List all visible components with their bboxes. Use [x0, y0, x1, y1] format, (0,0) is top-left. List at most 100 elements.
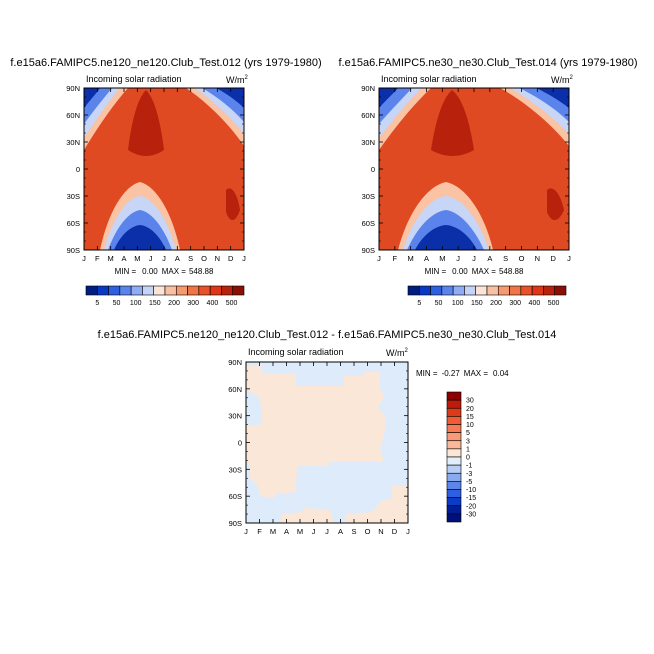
- y-tick-label: 90S: [362, 246, 375, 255]
- colorbar-label: -10: [466, 487, 476, 494]
- x-tick-label: J: [377, 254, 381, 263]
- y-tick-label: 30S: [67, 192, 80, 201]
- panel-a-units-base: W/m: [226, 75, 245, 85]
- colorbar-swatch: [164, 285, 177, 296]
- x-tick-label: M: [108, 254, 114, 263]
- colorbar-swatch: [85, 285, 98, 296]
- colorbar-swatch: [509, 285, 522, 296]
- panel-b-colorbar: 5 50 100 150 200 300 400 500: [407, 285, 567, 307]
- colorbar-label: 100: [130, 300, 142, 307]
- x-tick-label: S: [351, 527, 356, 536]
- x-tick-label: N: [378, 527, 383, 536]
- y-tick-label: 0: [371, 165, 375, 174]
- panel-b-title: f.e15a6.FAMIPC5.ne30_ne30.Club_Test.014 …: [338, 57, 637, 69]
- field-band-deep: [84, 88, 100, 108]
- colorbar-label: 300: [509, 300, 521, 307]
- colorbar-swatch: [446, 440, 462, 450]
- x-tick-label: J: [149, 254, 153, 263]
- colorbar-label: 1: [466, 446, 470, 453]
- colorbar-label: 300: [187, 300, 199, 307]
- colorbar-label: 150: [149, 300, 161, 307]
- x-tick-label: M: [297, 527, 303, 536]
- colorbar-swatch: [407, 285, 420, 296]
- colorbar-swatch: [130, 285, 143, 296]
- field-negative-patch: [392, 362, 408, 418]
- x-tick-label: J: [567, 254, 571, 263]
- x-tick-label: A: [338, 527, 343, 536]
- x-tick-label: D: [392, 527, 398, 536]
- panel-b-min: 0.00: [452, 267, 468, 276]
- y-tick-label: 90S: [229, 519, 242, 528]
- x-tick-label: A: [424, 254, 429, 263]
- y-tick-label: 30N: [361, 138, 375, 147]
- colorbar-swatch: [520, 285, 533, 296]
- colorbar-swatch: [446, 407, 462, 417]
- colorbar-label: -1: [466, 463, 472, 470]
- panel-a: f.e15a6.FAMIPC5.ne120_ne120.Club_Test.01…: [10, 57, 321, 307]
- x-tick-label: S: [188, 254, 193, 263]
- x-tick-label: M: [270, 527, 276, 536]
- colorbar-swatch: [441, 285, 454, 296]
- y-tick-label: 30N: [66, 138, 80, 147]
- x-tick-label: J: [406, 527, 410, 536]
- colorbar-label: 10: [466, 422, 474, 429]
- x-tick-label: O: [519, 254, 525, 263]
- colorbar-swatch: [531, 285, 544, 296]
- panel-b-subtitle: Incoming solar radiation: [381, 74, 477, 84]
- colorbar-label: 0: [466, 455, 470, 462]
- x-tick-label: M: [134, 254, 140, 263]
- x-tick-label: O: [365, 527, 371, 536]
- panel-a-subtitle: Incoming solar radiation: [86, 74, 182, 84]
- panel-c-units: W/m2: [386, 348, 409, 358]
- panel-b-max: 548.88: [499, 267, 524, 276]
- field-max: [431, 90, 474, 156]
- colorbar-swatch: [446, 391, 462, 401]
- x-tick-label: J: [472, 254, 476, 263]
- colorbar-swatch: [446, 456, 462, 466]
- y-tick-label: 60S: [362, 219, 375, 228]
- y-tick-label: 30S: [362, 192, 375, 201]
- colorbar-label: 20: [466, 406, 474, 413]
- colorbar-swatch: [554, 285, 567, 296]
- y-tick-label: 60N: [361, 111, 375, 120]
- field-band-deep: [536, 88, 569, 108]
- colorbar-swatch: [108, 285, 121, 296]
- y-tick-label: 90N: [66, 84, 80, 93]
- colorbar-swatch: [96, 285, 109, 296]
- colorbar-label: -20: [466, 503, 476, 510]
- colorbar-swatch: [446, 497, 462, 507]
- y-tick-label: 90N: [361, 84, 375, 93]
- x-tick-label: F: [257, 527, 262, 536]
- x-tick-label: S: [503, 254, 508, 263]
- colorbar-label: -5: [466, 479, 472, 486]
- colorbar-swatch: [446, 448, 462, 458]
- panel-b-stats: MIN = 0.00 MAX = 548.88: [425, 267, 524, 276]
- colorbar-label: 150: [471, 300, 483, 307]
- colorbar-swatch: [446, 505, 462, 515]
- colorbar-label: 3: [466, 438, 470, 445]
- panel-b: f.e15a6.FAMIPC5.ne30_ne30.Club_Test.014 …: [338, 57, 637, 307]
- colorbar-swatch: [497, 285, 510, 296]
- field-max: [128, 90, 164, 156]
- x-tick-label: J: [325, 527, 329, 536]
- x-tick-label: D: [228, 254, 234, 263]
- x-tick-label: D: [550, 254, 556, 263]
- x-tick-label: J: [456, 254, 460, 263]
- field-positive: [246, 366, 386, 498]
- colorbar-label: -3: [466, 471, 472, 478]
- colorbar-swatch: [486, 285, 499, 296]
- colorbar-swatch: [418, 285, 431, 296]
- panel-a-max: 548.88: [189, 267, 214, 276]
- colorbar-swatch: [446, 416, 462, 425]
- colorbar-label: 500: [548, 300, 560, 307]
- colorbar-swatch: [446, 513, 462, 523]
- panel-c: f.e15a6.FAMIPC5.ne120_ne120.Club_Test.01…: [98, 329, 557, 536]
- panel-c-stats: MIN = -0.27 MAX = 0.04: [416, 369, 509, 378]
- colorbar-label: 200: [168, 300, 180, 307]
- panel-a-units-sup: 2: [245, 75, 249, 81]
- field-band-deep: [379, 88, 398, 108]
- panel-c-units-base: W/m: [386, 348, 405, 358]
- y-tick-label: 60S: [67, 219, 80, 228]
